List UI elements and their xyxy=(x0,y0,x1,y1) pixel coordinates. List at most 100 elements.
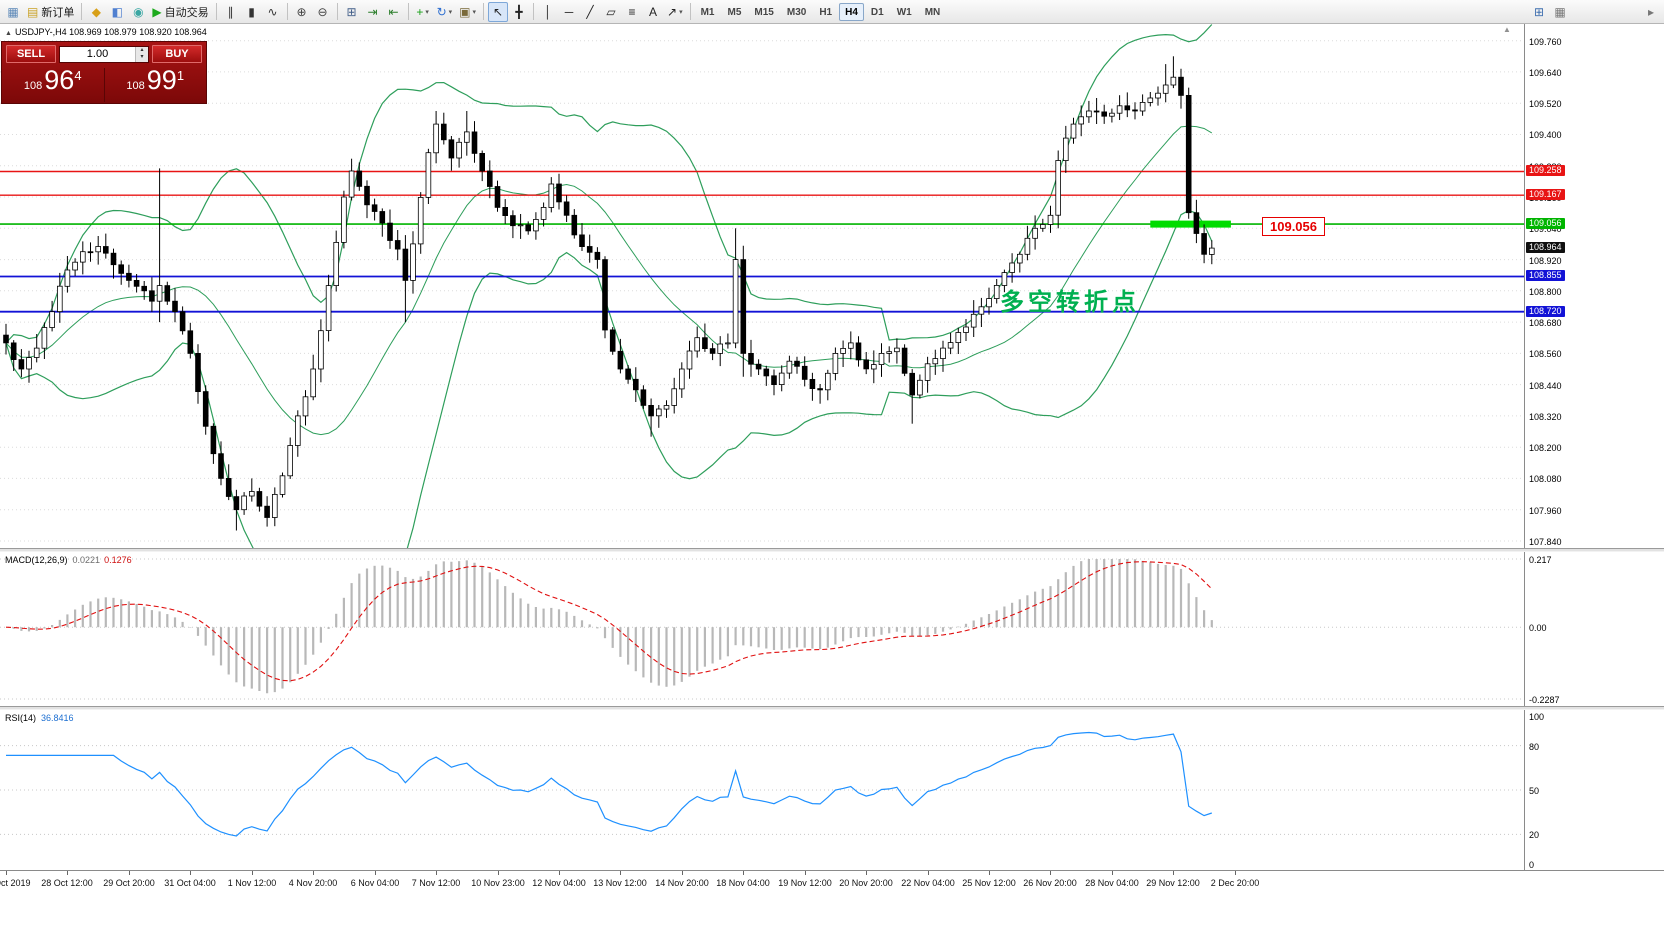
time-label: 7 Nov 12:00 xyxy=(411,878,461,888)
templates-icon[interactable]: ▣ ▾ xyxy=(456,2,479,22)
time-label: 12 Nov 04:00 xyxy=(532,878,586,888)
dropdown-arrow-icon: ▾ xyxy=(448,8,453,16)
sell-button[interactable]: SELL xyxy=(6,45,56,63)
rsi-panel[interactable] xyxy=(0,710,1524,870)
cursor-icon-glyph: ↖ xyxy=(492,4,504,19)
time-label: 10 Nov 23:00 xyxy=(471,878,525,888)
price-tick: 107.840 xyxy=(1529,537,1562,547)
horizontal-line-icon[interactable]: ─ xyxy=(559,2,579,22)
macd-axis[interactable]: 0.217 0.00 -0.2287 xyxy=(1525,552,1664,706)
trendline-icon-glyph: ╱ xyxy=(586,4,594,19)
time-tick xyxy=(805,871,806,875)
crosshair-icon[interactable]: ╋ xyxy=(509,2,529,22)
chart-window: ▲ USDJPY-,H4 108.969 108.979 108.920 108.… xyxy=(0,24,1664,949)
zoom-out-icon[interactable]: ⊖ xyxy=(313,2,333,22)
candlestick-chart-icon[interactable]: ▮ xyxy=(242,2,262,22)
zoom-out-icon-glyph: ⊖ xyxy=(317,4,328,19)
market-watch-icon[interactable]: ◧ xyxy=(107,2,127,22)
chart-annotation[interactable]: 多空转折点 xyxy=(1000,289,1140,316)
panel-splitter[interactable] xyxy=(0,706,1664,710)
zoom-in-icon-glyph: ⊕ xyxy=(296,4,307,19)
fibonacci-icon-glyph: ≡ xyxy=(628,4,636,19)
rsi-axis[interactable]: 100 80 50 20 0 xyxy=(1525,710,1664,870)
new-order-button[interactable]: ▤ 新订单 xyxy=(27,4,75,19)
timeframe-m15[interactable]: M15 xyxy=(754,6,774,18)
time-label: 31 Oct 04:00 xyxy=(164,878,216,888)
volume-down-icon[interactable]: ▾ xyxy=(140,53,144,60)
text-icon-glyph: A xyxy=(649,4,658,19)
macd-tick: -0.2287 xyxy=(1529,695,1560,705)
cursor-icon[interactable]: ↖ xyxy=(488,1,509,22)
dropdown-arrow-icon: ▾ xyxy=(425,8,429,16)
toolbar-separator xyxy=(215,3,217,20)
indicators-icon-glyph: + xyxy=(416,4,424,19)
time-tick xyxy=(1050,871,1051,875)
panel-splitter[interactable] xyxy=(0,548,1664,552)
main-chart[interactable] xyxy=(0,24,1524,548)
volume-input[interactable] xyxy=(60,46,135,62)
time-tick xyxy=(6,871,7,875)
new-chart-icon[interactable]: ⊞ xyxy=(1533,4,1545,19)
zoom-in-icon[interactable]: ⊕ xyxy=(292,2,312,22)
timeframe-m30[interactable]: M30 xyxy=(786,6,807,18)
price-tick: 108.680 xyxy=(1529,318,1562,328)
timeframe-w1[interactable]: W1 xyxy=(896,6,912,18)
price-tick: 107.960 xyxy=(1529,506,1562,516)
buy-button[interactable]: BUY xyxy=(152,45,202,63)
price-tick: 109.040 xyxy=(1529,224,1562,234)
time-tick xyxy=(67,871,68,875)
timeframe-m5[interactable]: M5 xyxy=(727,6,742,18)
price-line-tag: 109.167 xyxy=(1526,189,1565,200)
price-axis[interactable]: 109.760109.640109.520109.400109.280109.1… xyxy=(1525,24,1664,548)
axis-border xyxy=(1524,24,1525,896)
bar-chart-icon[interactable]: ∥ xyxy=(221,2,241,22)
chart-window-icon[interactable]: ▦ xyxy=(3,2,23,22)
price-line-tag: 109.056 xyxy=(1526,218,1565,229)
window-layout-icon[interactable]: ▦ xyxy=(1554,4,1566,19)
templates-icon-glyph: ▣ xyxy=(459,4,471,19)
time-label: 25 Nov 12:00 xyxy=(962,878,1016,888)
timeframe-m1[interactable]: M1 xyxy=(700,6,715,18)
autotrading-button-glyph: ▶ xyxy=(152,4,162,19)
timeframe-h4[interactable]: H4 xyxy=(839,2,864,21)
trendline-icon[interactable]: ╱ xyxy=(580,2,600,22)
time-label: 14 Nov 20:00 xyxy=(655,878,709,888)
tile-windows-icon[interactable]: ⊞ xyxy=(342,2,362,22)
rsi-tick: 80 xyxy=(1529,742,1540,752)
price-callout-label[interactable]: 109.056 xyxy=(1262,217,1325,236)
buy-price[interactable]: 108991 xyxy=(126,65,185,95)
macd-label: MACD(12,26,9) 0.0221 0.1276 xyxy=(5,555,132,565)
autotrading-button[interactable]: ▶ 自动交易 xyxy=(152,4,209,19)
fibonacci-icon[interactable]: ≡ xyxy=(622,2,642,22)
timeframe-h1[interactable]: H1 xyxy=(819,6,833,18)
macd-tick: 0.00 xyxy=(1529,623,1547,633)
line-chart-icon[interactable]: ∿ xyxy=(263,2,283,22)
bar-chart-icon-glyph: ∥ xyxy=(227,4,234,19)
metaeditor-icon-glyph: ◆ xyxy=(91,4,101,19)
arrows-icon[interactable]: ↗ ▾ xyxy=(664,2,686,22)
price-tick: 108.920 xyxy=(1529,256,1562,266)
vertical-line-icon[interactable]: │ xyxy=(538,2,558,22)
periods-icon-glyph: ↻ xyxy=(436,4,447,19)
more-tools-icon[interactable]: ▸ xyxy=(1647,4,1655,19)
chart-shift-marker[interactable]: ▲ xyxy=(1503,25,1511,34)
time-tick xyxy=(1173,871,1174,875)
navigator-icon[interactable]: ◉ xyxy=(128,2,148,22)
equidistant-channel-icon[interactable]: ▱ xyxy=(601,2,621,22)
market-watch-icon-glyph: ◧ xyxy=(111,4,124,19)
collapse-quote-icon[interactable]: ▲ xyxy=(5,30,12,37)
chart-shift-icon[interactable]: ⇤ xyxy=(384,2,404,22)
sell-price[interactable]: 108964 xyxy=(23,65,82,95)
time-label: 25 Oct 2019 xyxy=(0,878,31,888)
periods-icon[interactable]: ↻ ▾ xyxy=(434,2,456,22)
timeframe-mn[interactable]: MN xyxy=(924,6,941,18)
indicators-icon[interactable]: + ▾ xyxy=(413,2,433,22)
metaeditor-icon[interactable]: ◆ xyxy=(86,2,106,22)
macd-panel[interactable] xyxy=(0,552,1524,706)
time-axis[interactable]: 25 Oct 2019 28 Oct 12:00 29 Oct 20:00 31 Oc… xyxy=(0,870,1664,896)
auto-scroll-icon[interactable]: ⇥ xyxy=(363,2,383,22)
timeframe-d1[interactable]: D1 xyxy=(870,6,884,18)
text-icon[interactable]: A xyxy=(643,2,663,22)
chart-window-icon-glyph: ▦ xyxy=(7,4,19,19)
volume-up-icon[interactable]: ▴ xyxy=(140,46,144,53)
